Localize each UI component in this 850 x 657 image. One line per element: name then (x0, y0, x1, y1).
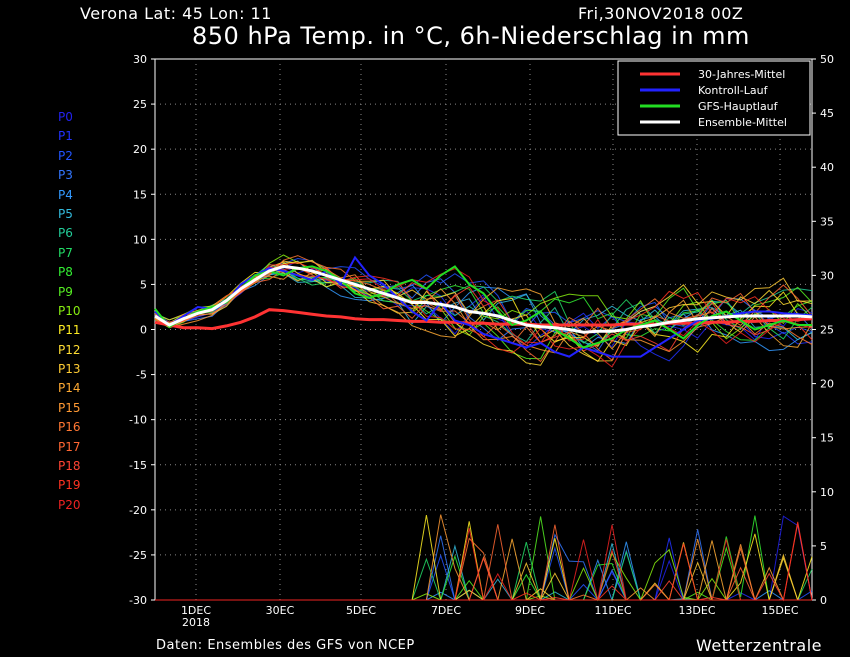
legend-label: Kontroll-Lauf (698, 84, 769, 97)
plot-frame (154, 58, 813, 601)
location-label: Verona Lat: 45 Lon: 11 (80, 4, 272, 23)
legend-label: GFS-Hauptlauf (698, 100, 779, 113)
ensemble-member-line (154, 267, 813, 354)
precip-member-line (155, 538, 812, 601)
y-right-tick-label: 30 (820, 269, 834, 282)
y-left-tick-label: 25 (133, 98, 147, 111)
member-label-p19: P19 (58, 478, 81, 493)
member-label-p20: P20 (58, 497, 81, 512)
member-label-p4: P4 (58, 187, 73, 202)
precip-member-line (155, 529, 812, 602)
member-label-p3: P3 (58, 168, 73, 183)
y-left-tick-label: 10 (133, 233, 147, 246)
member-label-p15: P15 (58, 400, 81, 415)
x-tick-label: 5DEC (346, 604, 376, 617)
member-label-p8: P8 (58, 265, 73, 280)
member-label-p10: P10 (58, 303, 81, 318)
precip-member-line (155, 521, 813, 601)
series-line (154, 264, 813, 334)
chart-title: 850 hPa Temp. in °C, 6h-Niederschlag in … (192, 22, 750, 50)
precip-member-line (155, 524, 812, 601)
precip-member-line (155, 523, 813, 602)
member-label-p18: P18 (58, 459, 81, 474)
member-label-p5: P5 (58, 206, 73, 221)
member-label-p12: P12 (58, 342, 81, 357)
member-label-p0: P0 (58, 110, 73, 124)
x-tick-label: 7DEC (431, 604, 461, 617)
y-right-tick-label: 25 (820, 324, 834, 337)
x-tick-label: 30EC (266, 604, 295, 617)
data-source-label: Daten: Ensembles des GFS von NCEP (156, 638, 415, 653)
y-right-tick-label: 10 (820, 486, 834, 499)
x-tick-label: 11DEC (594, 604, 631, 617)
y-right-tick-label: 50 (820, 53, 834, 66)
member-label-p11: P11 (58, 323, 81, 338)
member-label-p1: P1 (58, 129, 73, 144)
y-left-tick-label: -5 (136, 369, 147, 382)
y-right-tick-label: 20 (820, 378, 834, 391)
y-right-tick-label: 40 (820, 161, 834, 174)
y-left-tick-label: 30 (133, 53, 147, 66)
member-label-p17: P17 (58, 439, 81, 454)
y-left-tick-label: -25 (129, 549, 147, 562)
member-label-p14: P14 (58, 381, 81, 396)
member-label-p9: P9 (58, 284, 73, 299)
precip-member-line (155, 524, 812, 601)
y-right-tick-label: 35 (820, 215, 834, 228)
member-label-p7: P7 (58, 245, 73, 260)
legend-label: 30-Jahres-Mittel (698, 68, 785, 81)
y-left-tick-label: -20 (129, 504, 147, 517)
y-right-tick-label: 0 (820, 594, 827, 607)
y-left-tick-label: -30 (129, 594, 147, 607)
x-tick-label: 15DEC (761, 604, 798, 617)
y-left-tick-label: -10 (129, 414, 147, 427)
precip-member-line (155, 541, 812, 602)
date-label: Fri,30NOV2018 00Z (578, 4, 744, 23)
y-left-tick-label: 0 (140, 324, 147, 337)
y-left-tick-label: 5 (140, 278, 147, 291)
brand-label: Wetterzentrale (696, 636, 823, 655)
legend-label: Ensemble-Mittel (698, 116, 787, 129)
member-label-p6: P6 (58, 226, 73, 241)
x-year-label: 2018 (182, 616, 210, 629)
y-right-tick-label: 5 (820, 540, 827, 553)
y-right-tick-label: 45 (820, 107, 834, 120)
y-left-tick-label: -15 (129, 459, 147, 472)
y-left-tick-label: 15 (133, 188, 147, 201)
ensemble-member-line (154, 265, 813, 352)
member-label-p2: P2 (58, 148, 73, 163)
x-tick-label: 13DEC (678, 604, 715, 617)
y-left-tick-label: 20 (133, 143, 147, 156)
y-right-tick-label: 15 (820, 432, 834, 445)
member-list: P0 P1 P2 P3 P4 P5 P6 P7 P8 P9 P10 P11 P12 P13 P14 P15 P1… (58, 108, 81, 515)
x-tick-label: 9DEC (515, 604, 545, 617)
member-label-p13: P13 (58, 362, 81, 377)
x-tick-label: 1DEC (181, 604, 211, 617)
member-label-p16: P16 (58, 420, 81, 435)
